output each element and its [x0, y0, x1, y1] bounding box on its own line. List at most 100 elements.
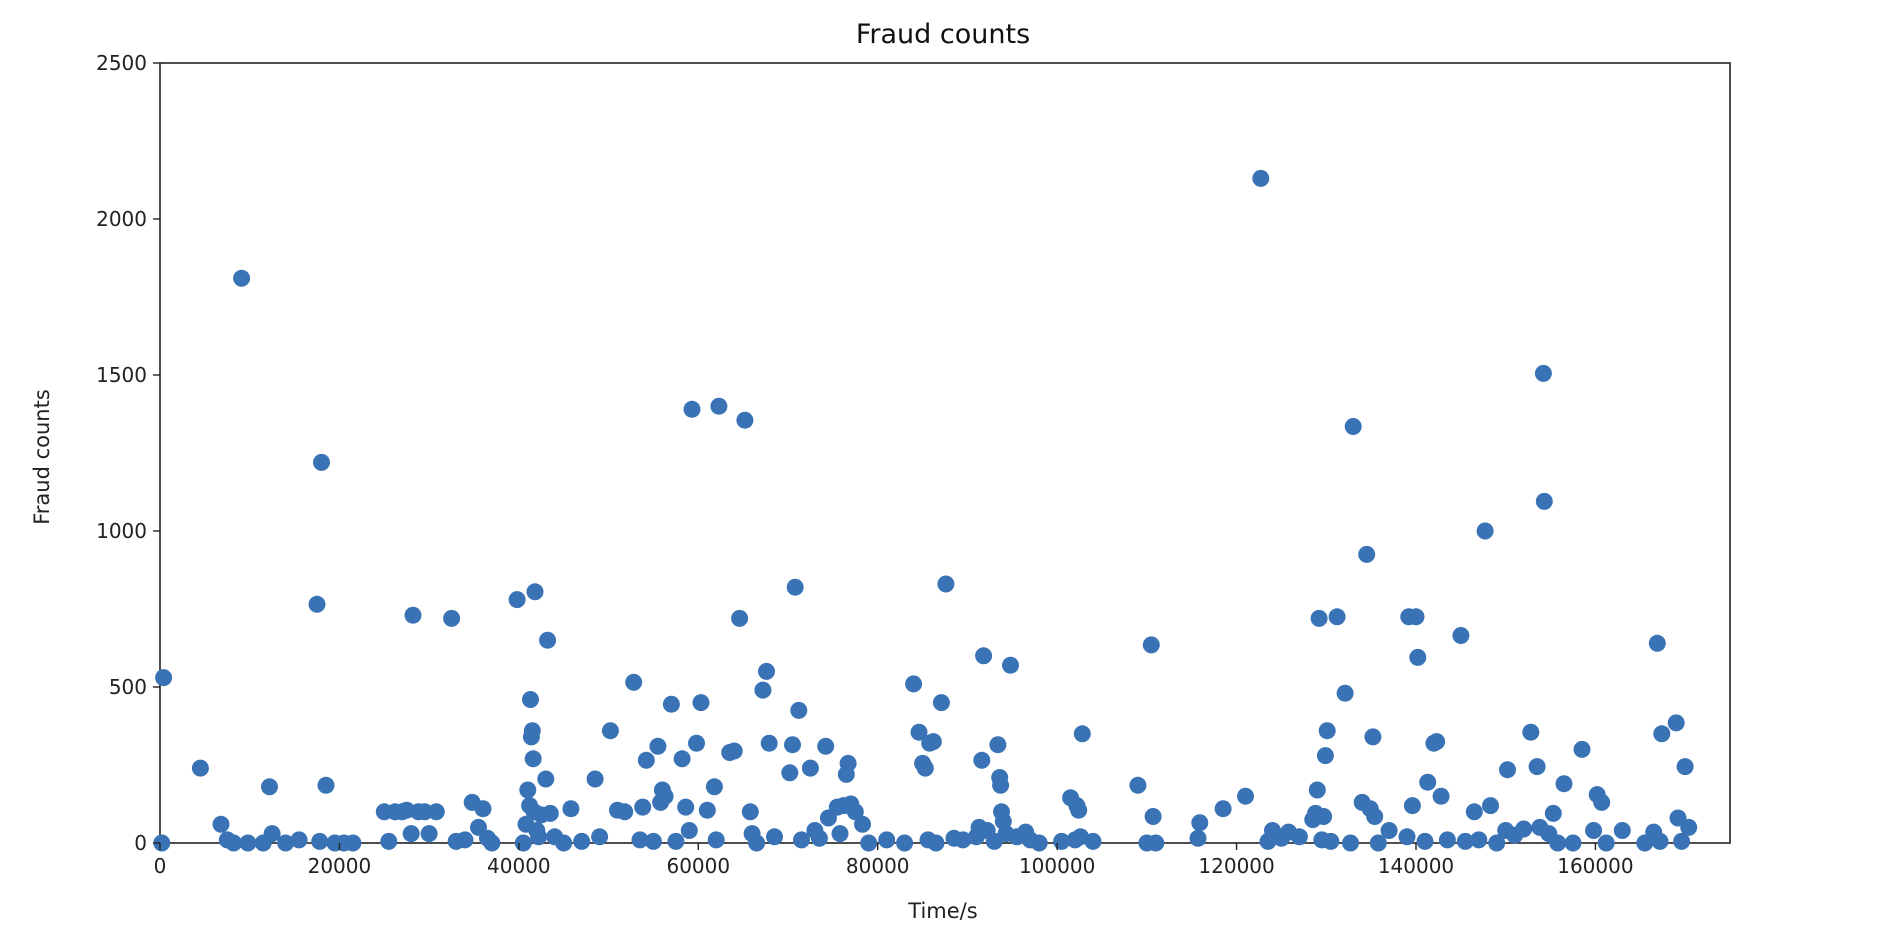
data-point	[539, 631, 557, 649]
data-point	[667, 832, 685, 850]
data-point	[522, 691, 539, 708]
data-point	[1144, 808, 1162, 825]
data-point	[1452, 627, 1470, 644]
data-point	[1147, 834, 1165, 852]
data-point	[698, 801, 716, 819]
y-tick-label: 1000	[96, 519, 147, 543]
data-point	[786, 578, 804, 596]
x-tick-label: 80000	[846, 854, 910, 878]
data-point	[1030, 834, 1048, 852]
data-point	[519, 781, 537, 799]
data-point	[1369, 834, 1387, 852]
data-point	[860, 834, 878, 852]
data-point	[1409, 648, 1427, 666]
data-point	[1419, 773, 1437, 791]
data-point	[1651, 832, 1669, 850]
data-point	[705, 778, 723, 796]
data-point	[937, 575, 955, 593]
data-point	[1322, 832, 1340, 850]
data-point	[483, 834, 501, 852]
data-point	[754, 681, 772, 699]
data-point	[766, 828, 783, 846]
data-point	[1482, 797, 1499, 815]
data-point	[637, 751, 655, 769]
data-point	[530, 828, 548, 846]
data-point	[896, 834, 914, 852]
data-point	[839, 754, 857, 772]
data-point	[677, 798, 695, 816]
data-point	[1142, 636, 1160, 654]
data-point	[573, 832, 591, 850]
data-point	[541, 804, 559, 822]
data-point	[1535, 492, 1553, 510]
data-point	[1488, 834, 1506, 852]
x-tick-label: 140000	[1378, 854, 1454, 878]
data-point	[736, 411, 754, 429]
data-point	[523, 722, 541, 740]
data-point	[846, 803, 864, 821]
data-point	[1613, 822, 1631, 839]
data-point	[1070, 801, 1088, 819]
data-point	[644, 832, 662, 850]
data-points	[153, 169, 1698, 852]
data-point	[1515, 820, 1533, 838]
data-point	[1653, 725, 1671, 743]
data-point	[1310, 609, 1328, 627]
x-tick-label: 120000	[1198, 854, 1274, 878]
data-point	[790, 701, 808, 719]
y-tick-label: 0	[134, 831, 147, 855]
data-point	[680, 822, 698, 839]
data-point	[1549, 834, 1567, 852]
data-point	[616, 803, 634, 821]
data-point	[1432, 787, 1450, 805]
data-point	[707, 831, 725, 849]
data-point	[1522, 723, 1540, 741]
data-point	[1308, 781, 1326, 799]
data-point	[1416, 832, 1434, 850]
data-point	[524, 750, 542, 768]
data-point	[474, 800, 492, 818]
data-point	[910, 723, 928, 741]
data-point	[649, 737, 667, 755]
data-point	[562, 800, 580, 818]
y-axis: 0 500 1000 1500 2000 2500	[96, 51, 160, 855]
data-point	[1680, 818, 1698, 836]
data-point	[688, 734, 705, 752]
data-point	[402, 825, 420, 843]
data-point	[456, 831, 474, 849]
data-point	[443, 609, 461, 627]
data-point	[1476, 522, 1494, 540]
data-point	[1597, 834, 1615, 852]
data-point	[731, 609, 749, 627]
data-point	[801, 759, 819, 777]
data-point	[625, 673, 643, 691]
data-point	[1316, 747, 1334, 765]
data-point	[1189, 829, 1207, 847]
data-point	[404, 606, 422, 624]
data-point	[1585, 822, 1603, 839]
data-point	[212, 815, 230, 833]
data-point	[1667, 714, 1685, 732]
data-point	[1366, 808, 1384, 825]
data-point	[905, 675, 923, 693]
data-point	[1465, 803, 1483, 821]
data-point	[1534, 364, 1552, 382]
data-point	[1499, 761, 1516, 779]
data-point	[1593, 793, 1611, 811]
data-point	[344, 834, 362, 852]
data-point	[817, 737, 835, 755]
data-point	[308, 595, 326, 613]
data-point	[1328, 608, 1346, 626]
data-point	[1129, 776, 1147, 794]
data-point	[1214, 800, 1232, 818]
data-point	[526, 583, 544, 601]
data-point	[784, 736, 801, 754]
data-point	[261, 778, 278, 796]
data-point	[1342, 834, 1359, 852]
data-point	[810, 829, 828, 847]
chart-title: Fraud counts	[856, 19, 1030, 50]
data-point	[1290, 828, 1308, 846]
data-point	[233, 269, 251, 287]
data-point	[537, 770, 555, 788]
